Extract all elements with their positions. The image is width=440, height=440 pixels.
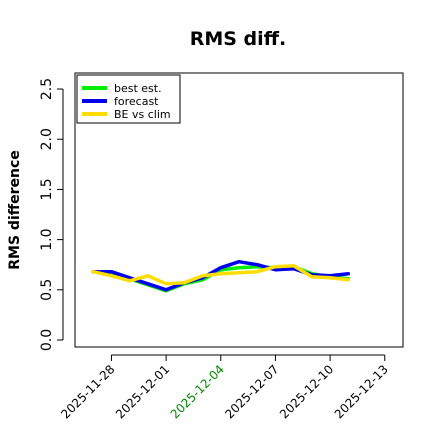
y-axis: 0.0 0.5 1.0 1.5 2.0 2.5 — [39, 78, 64, 351]
x-tick-label: 2025-12-01 — [113, 362, 172, 421]
y-tick-label: 0.0 — [39, 329, 55, 351]
x-tick-label: 2025-12-10 — [277, 362, 336, 421]
legend-label: forecast — [114, 95, 159, 108]
legend-label: best est. — [114, 82, 162, 95]
x-tick-label: 2025-12-04 — [168, 362, 227, 421]
chart-title: RMS diff. — [190, 28, 287, 50]
y-tick-label: 1.0 — [39, 228, 55, 250]
plot-frame — [74, 72, 404, 348]
y-tick-label: 0.5 — [39, 279, 55, 301]
x-tick-label: 2025-12-13 — [332, 362, 391, 421]
y-tick-label: 1.5 — [39, 178, 55, 200]
x-tick-label: 2025-12-07 — [222, 362, 281, 421]
y-tick-label: 2.0 — [39, 128, 55, 150]
y-axis-label: RMS difference — [7, 150, 23, 270]
x-tick-label: 2025-11-28 — [58, 362, 117, 421]
y-tick-label: 2.5 — [39, 78, 55, 100]
series-layer — [91, 259, 351, 293]
x-axis: 2025-11-282025-12-012025-12-042025-12-07… — [58, 354, 391, 421]
legend-label: BE vs clim — [114, 108, 171, 121]
series-line-be-vs-clim — [91, 263, 351, 286]
